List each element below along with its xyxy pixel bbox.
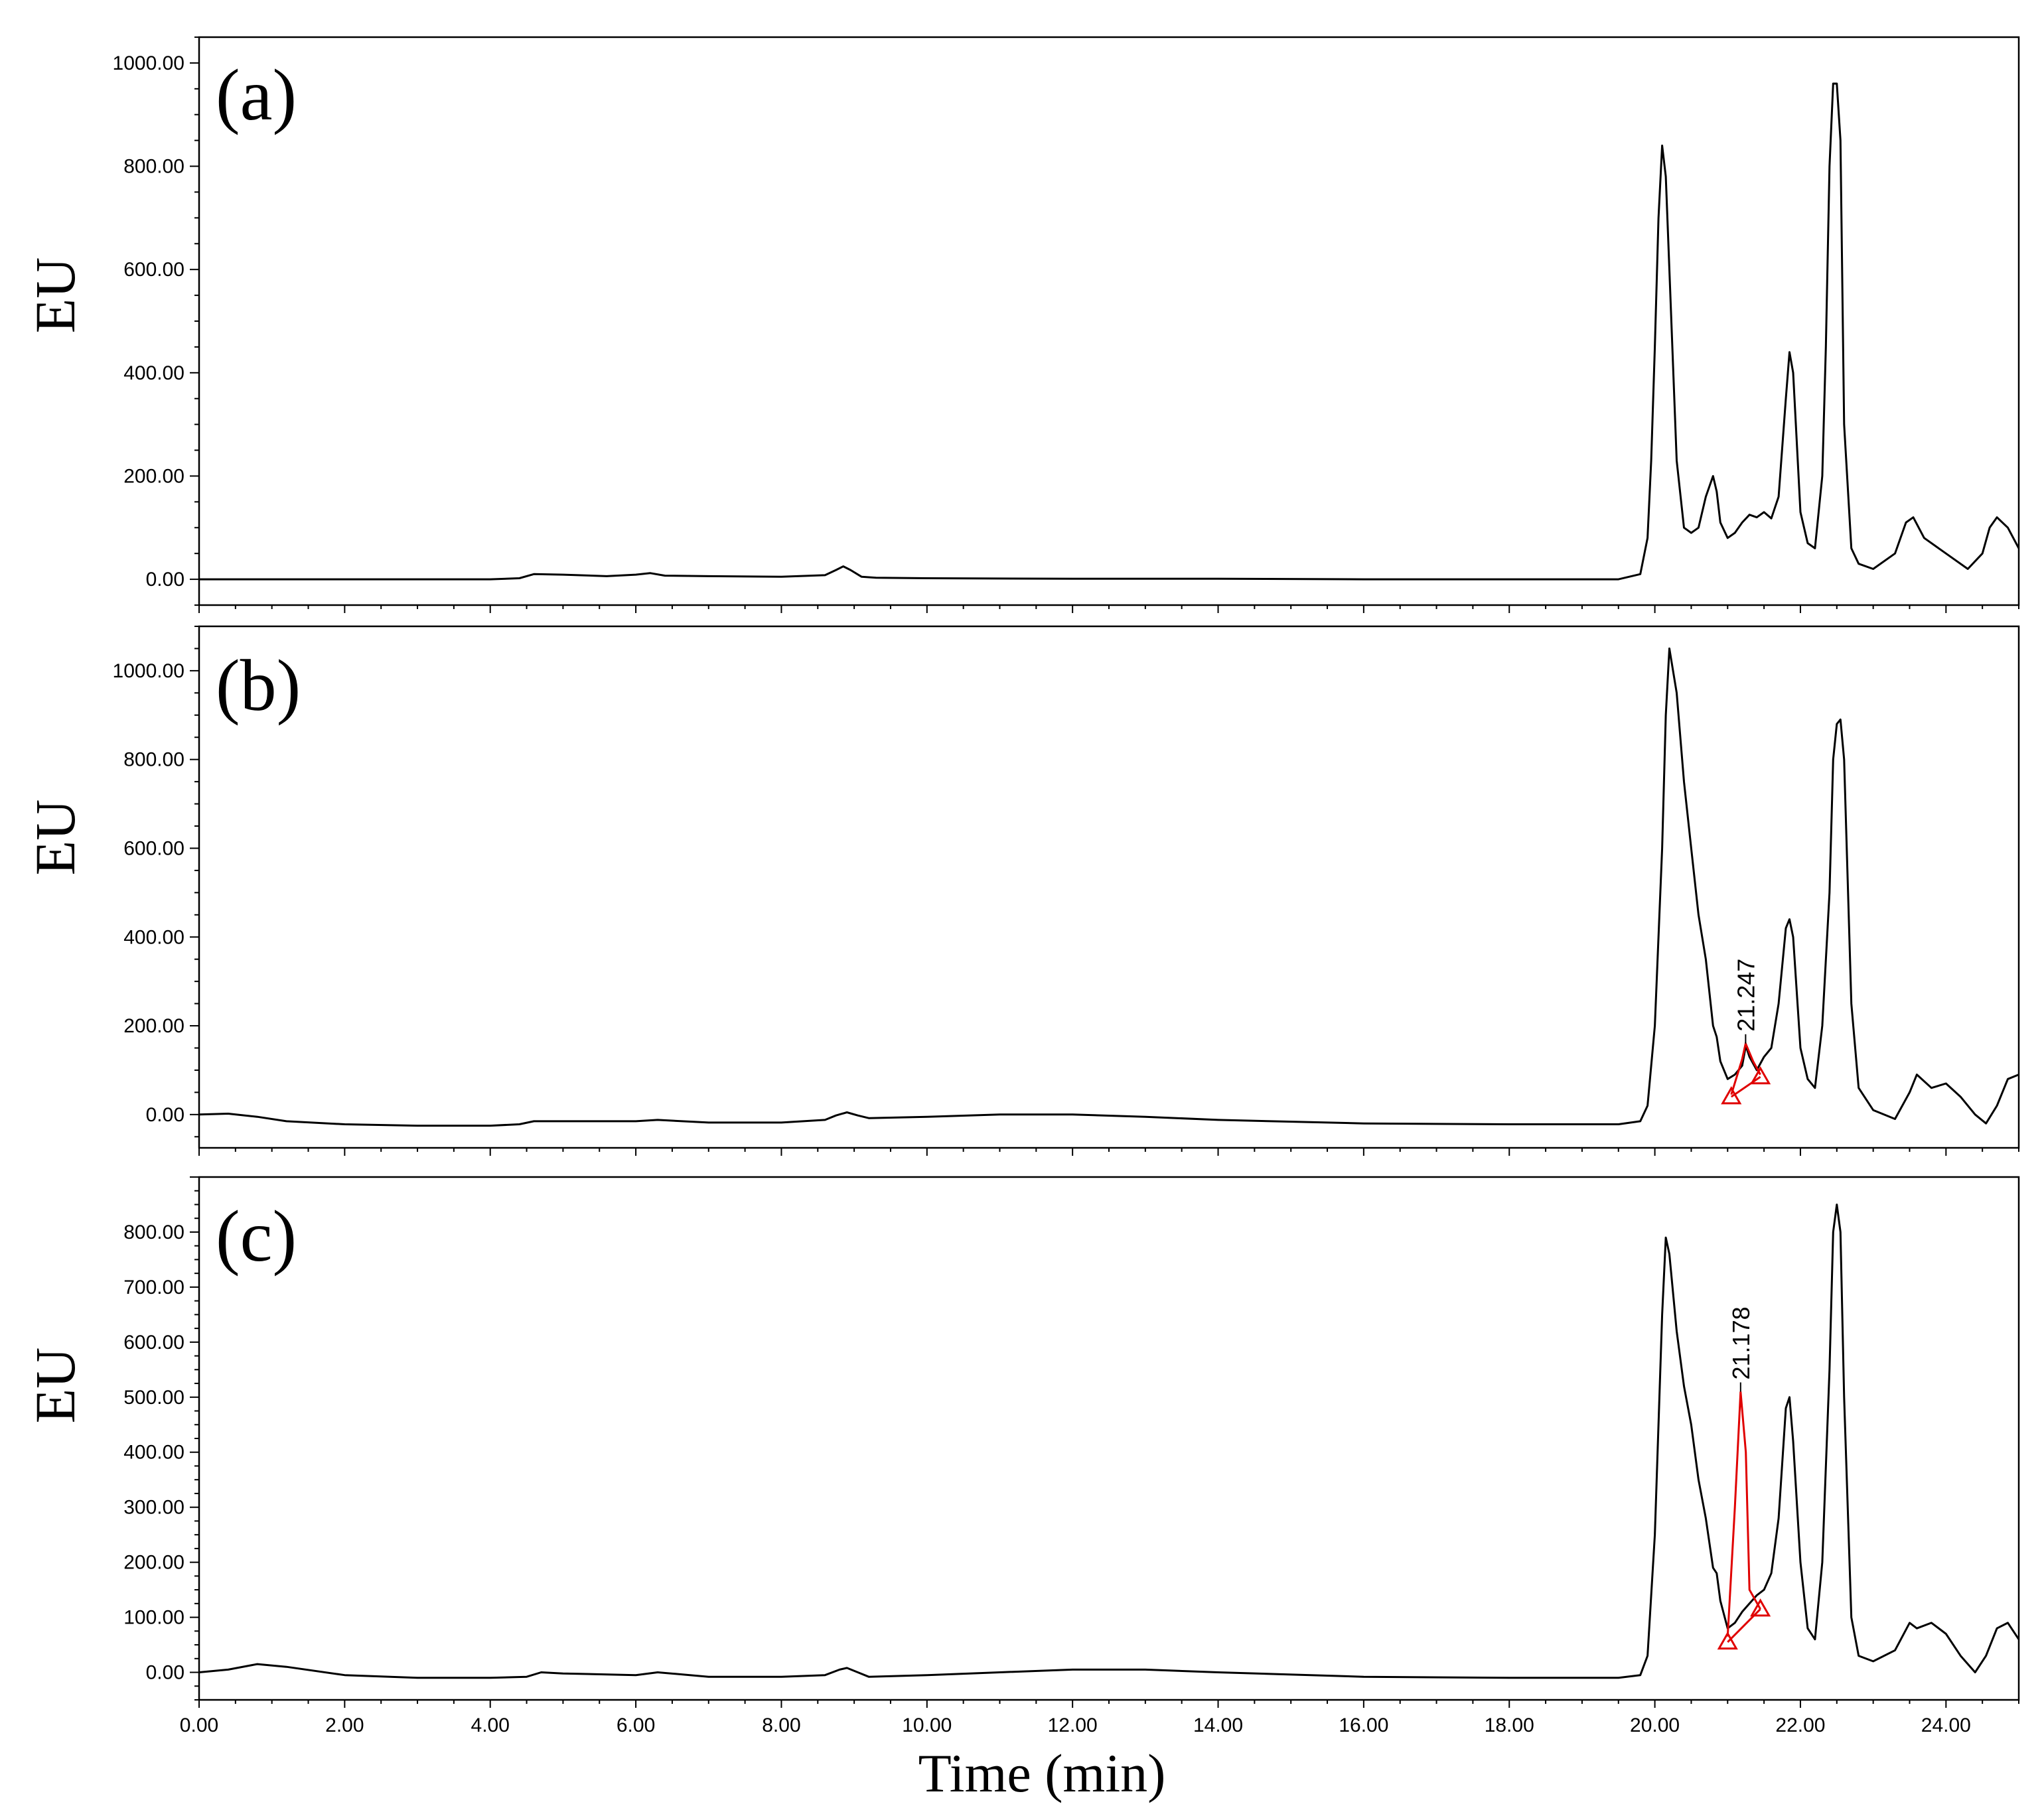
panel-c-ytick-label: 800.00 <box>123 1221 184 1243</box>
panel-b-peak-marker <box>1721 1086 1742 1105</box>
panel-b-series: 21.247 <box>198 647 2019 1127</box>
panel-c-ytick-label: 100.00 <box>123 1607 184 1629</box>
panel-a-ytick-label: 1000.00 <box>113 52 184 74</box>
panel-c-peak-marker <box>1717 1631 1738 1650</box>
xtick-label: 10.00 <box>902 1714 952 1736</box>
xtick-label: 12.00 <box>1048 1714 1098 1736</box>
x-axis-label: Time (min) <box>918 1743 1166 1803</box>
panel-c-label: (c) <box>216 1196 297 1277</box>
panel-c-ylabel: EU <box>23 1348 87 1424</box>
panel-c-integrated-peak <box>1726 1391 1761 1637</box>
panel-c-peak-marker <box>1750 1598 1771 1617</box>
panel-b-label: (b) <box>216 645 301 726</box>
panel-a-ticks: 0.00 200.00 400.00 600.00 800.00 1000.00 <box>113 36 2019 613</box>
xtick-label: 16.00 <box>1339 1714 1388 1736</box>
panel-a-ytick-label: 0.00 <box>146 569 184 591</box>
panel-a-ytick-label: 600.00 <box>123 259 184 281</box>
panel-a-ytick-label: 400.00 <box>123 362 184 384</box>
panel-b-ytick-label: 200.00 <box>123 1015 184 1037</box>
panel-a-label: (a) <box>216 54 297 135</box>
panel-a-ytick-label: 200.00 <box>123 465 184 487</box>
panel-a-chromatogram-trace <box>199 82 2020 581</box>
panel-b-ytick-label: 0.00 <box>146 1104 184 1126</box>
panel-b-peak-marker <box>1750 1066 1771 1085</box>
panel-c-ytick-label: 400.00 <box>123 1442 184 1464</box>
xtick-label: 4.00 <box>471 1714 510 1736</box>
xtick-label: 24.00 <box>1921 1714 1971 1736</box>
xtick-label: 6.00 <box>617 1714 655 1736</box>
panel-c-ytick-label: 700.00 <box>123 1277 184 1298</box>
panel-c-ytick-label: 500.00 <box>123 1387 184 1409</box>
panel-c-ytick-label: 600.00 <box>123 1332 184 1354</box>
panel-c-ytick-label: 200.00 <box>123 1552 184 1574</box>
panel-c-series: 21.178 <box>198 1204 2020 1679</box>
panel-b-ticks: 0.00 200.00 400.00 600.00 800.00 1000.00 <box>113 626 2019 1156</box>
panel-b-ytick-label: 400.00 <box>123 926 184 948</box>
panel-c-ytick-label: 300.00 <box>123 1497 184 1519</box>
panel-b-peak-baseline <box>1730 1076 1761 1098</box>
panel-b-ytick-label: 800.00 <box>123 749 184 771</box>
xtick-label: 20.00 <box>1630 1714 1680 1736</box>
panel-b-ytick-label: 1000.00 <box>113 660 184 682</box>
panel-c-ytick-label: 0.00 <box>146 1662 184 1684</box>
panel-a: (a) EU 0.00 200.00 400.00 600.00 800.00 1000.… <box>23 36 2020 613</box>
panel-c-peak-retention-time: 21.178 <box>1727 1306 1755 1379</box>
panel-c-xticks: 0.00 2.00 4.00 6.00 8.00 10.00 12.00 14.00 16.00… <box>180 1714 1971 1736</box>
panel-b-chromatogram-trace <box>198 647 2019 1127</box>
panel-a-ytick-label: 800.00 <box>123 156 184 178</box>
panel-c-ticks: 0.00 100.00 200.00 300.00 400.00 500.00 600.00… <box>123 1176 2019 1708</box>
panel-b-ytick-label: 600.00 <box>123 837 184 859</box>
panel-b: (b) EU 0.00 200.00 400.00 600.00 800.00 1000.… <box>23 625 2020 1156</box>
xtick-label: 2.00 <box>325 1714 364 1736</box>
xtick-label: 18.00 <box>1485 1714 1534 1736</box>
xtick-label: 0.00 <box>180 1714 218 1736</box>
xtick-label: 22.00 <box>1775 1714 1825 1736</box>
panel-b-ylabel: EU <box>23 800 87 876</box>
panel-b-peak-retention-time: 21.247 <box>1732 959 1759 1032</box>
panel-a-series <box>199 82 2020 581</box>
panel-c: (c) EU 0.00 100.00 200.00 300.00 400.00 500.0… <box>23 1176 2020 1736</box>
xtick-label: 8.00 <box>762 1714 800 1736</box>
xtick-label: 14.00 <box>1193 1714 1243 1736</box>
panel-c-chromatogram-trace <box>198 1204 2020 1679</box>
panel-a-ylabel: EU <box>23 257 87 334</box>
